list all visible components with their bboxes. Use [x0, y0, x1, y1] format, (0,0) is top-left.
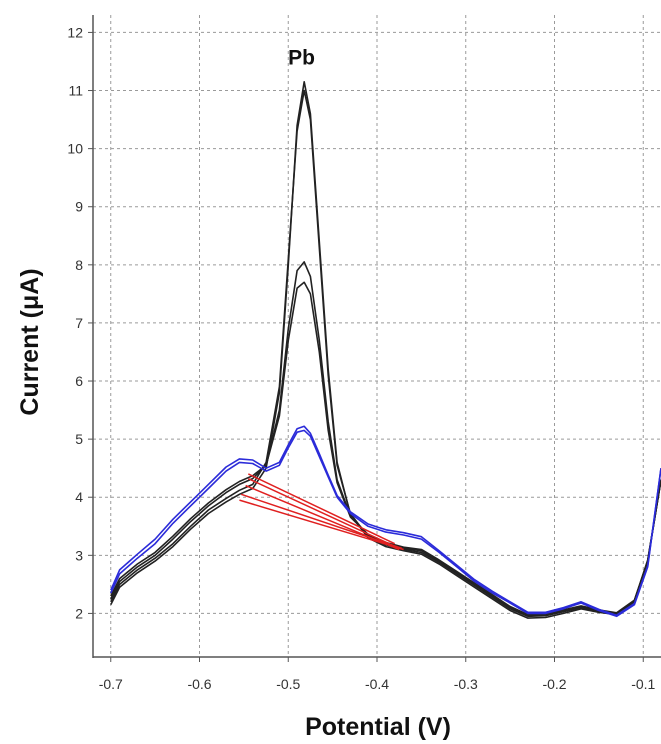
y-tick-label-0: 2 [75, 605, 83, 621]
tick-labels: -0.7 -0.6 -0.5 -0.4 -0.3 -0.2 -0.1 2 3 4 5 6 7 8 9 10 11… [67, 24, 655, 692]
series-line-1 [110, 89, 661, 618]
baseline-line-1 [247, 477, 397, 548]
y-axis-title: Current (μA) [16, 268, 44, 415]
x-tick-label-4: -0.3 [454, 676, 478, 692]
annotations: Pb [288, 46, 315, 69]
y-tick-label-9: 11 [68, 83, 83, 99]
x-tick-label-1: -0.6 [187, 676, 211, 692]
annotation-0: Pb [288, 46, 315, 69]
series-line-3 [110, 281, 661, 616]
baseline-line-4 [240, 493, 403, 550]
baseline-line-3 [239, 499, 404, 551]
x-tick-label-3: -0.4 [365, 676, 389, 692]
x-tick-label-2: -0.5 [276, 676, 300, 692]
baseline-line-0 [247, 473, 396, 545]
y-tick-label-6: 8 [75, 257, 83, 273]
x-axis-title: Potential (V) [305, 713, 451, 741]
x-tick-label-5: -0.2 [542, 676, 566, 692]
y-tick-label-8: 10 [67, 141, 83, 157]
x-tick-label-6: -0.1 [631, 676, 655, 692]
baseline-group [239, 473, 404, 551]
y-tick-label-4: 6 [75, 373, 83, 389]
x-tick-label-0: -0.7 [99, 676, 123, 692]
series-line-0 [110, 81, 661, 619]
y-tick-label-1: 3 [75, 547, 83, 563]
series-line-5 [110, 425, 661, 616]
y-tick-label-10: 12 [67, 24, 83, 40]
grid [93, 15, 661, 657]
series-line-2 [110, 261, 661, 616]
y-tick-label-3: 5 [75, 431, 83, 447]
series-line-4 [110, 429, 661, 618]
series-group [110, 81, 661, 619]
y-tick-label-2: 4 [75, 489, 83, 505]
y-tick-label-7: 9 [75, 199, 83, 215]
y-tick-label-5: 7 [75, 315, 83, 331]
